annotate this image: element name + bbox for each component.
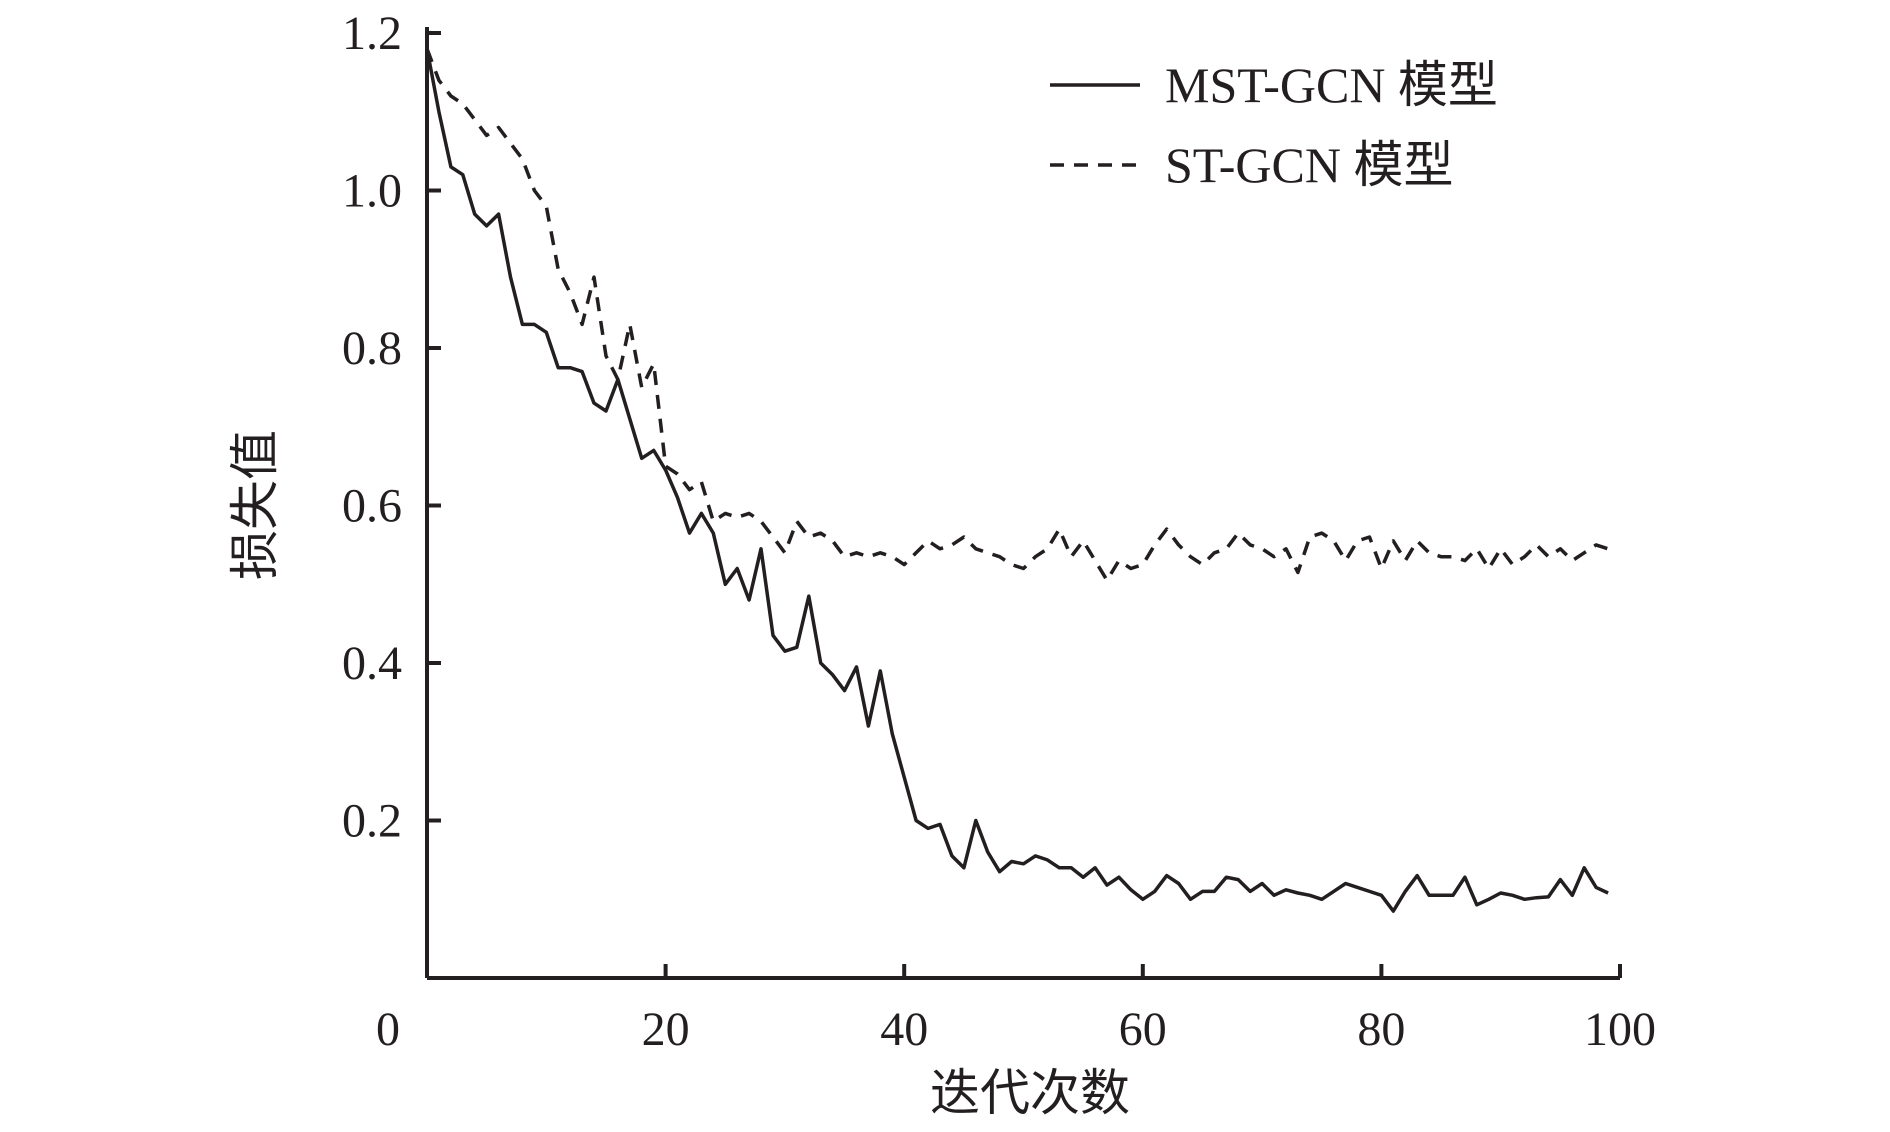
axes: 0.2 0.4 0.6 0.8 1.0 1.2 0 20 40 60 80 100 xyxy=(342,7,1656,1056)
x-axis-title: 迭代次数 xyxy=(930,1064,1130,1122)
x-tick-label: 40 xyxy=(880,1003,928,1056)
y-tick-label: 1.0 xyxy=(342,165,402,218)
y-tick-label: 0.6 xyxy=(342,480,402,533)
y-axis-title: 损失值 xyxy=(226,430,284,580)
y-tick-label: 0.2 xyxy=(342,795,402,848)
plot-area xyxy=(425,48,1609,913)
legend-label-1: MST-GCN 模型 xyxy=(1165,57,1498,113)
x-tick-label: 100 xyxy=(1584,1003,1656,1056)
x-tick-label: 0 xyxy=(376,1003,400,1056)
legend-label-2: ST-GCN 模型 xyxy=(1165,137,1453,193)
y-tick-label: 0.4 xyxy=(342,637,402,690)
legend: MST-GCN 模型 ST-GCN 模型 xyxy=(1050,57,1498,193)
series-line-2 xyxy=(425,48,1609,583)
y-tick-label: 0.8 xyxy=(342,322,402,375)
y-tick-label: 1.2 xyxy=(342,7,402,60)
x-tick-label: 80 xyxy=(1357,1003,1405,1056)
series-line-1 xyxy=(425,48,1609,913)
x-tick-label: 20 xyxy=(642,1003,690,1056)
x-tick-label: 60 xyxy=(1119,1003,1167,1056)
